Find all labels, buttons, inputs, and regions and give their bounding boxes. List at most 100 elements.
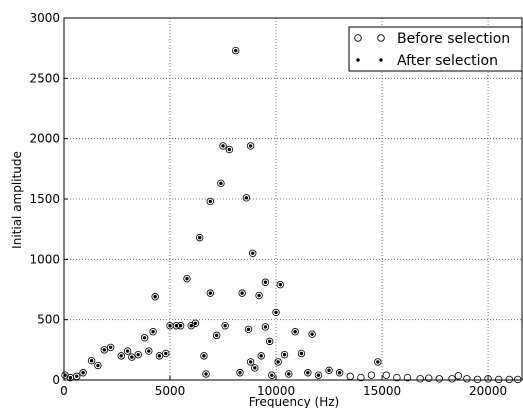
point-before-selection (357, 373, 365, 382)
point-after-selection (274, 310, 278, 315)
point-after-selection (223, 324, 227, 328)
point-after-selection (130, 355, 134, 359)
point-before-selection (183, 274, 191, 283)
point-before-selection (202, 370, 210, 378)
point-after-selection (278, 282, 282, 287)
point-after-selection (214, 333, 219, 338)
point-before-selection (308, 330, 316, 338)
axis-ticks: 0 5000 10000 15000 20000 0 500 1000 1500 2000 2500… (29, 11, 507, 398)
point-after-selection (310, 332, 314, 336)
point-before-selection (416, 375, 424, 383)
point-before-selection (196, 233, 204, 242)
point-before-selection (335, 369, 344, 377)
point-before-selection (221, 322, 229, 330)
point-after-selection (282, 352, 287, 357)
y-tick-label: 1000 (29, 252, 60, 266)
point-before-selection (106, 343, 115, 352)
point-before-selection (145, 347, 153, 355)
point-after-selection (376, 360, 380, 364)
point-before-selection (505, 375, 513, 384)
point-before-selection (393, 373, 401, 382)
point-after-selection (157, 354, 162, 358)
point-after-selection (147, 349, 151, 353)
point-before-selection (244, 325, 253, 334)
point-before-selection (246, 142, 255, 150)
point-after-selection (178, 324, 183, 328)
point-after-selection (153, 295, 157, 299)
point-before-selection (117, 352, 125, 360)
x-axis-title: Frequency (Hz) (249, 395, 340, 408)
point-before-selection (463, 375, 471, 383)
point-before-selection (374, 358, 382, 366)
point-before-selection (94, 361, 102, 370)
point-before-selection (217, 179, 225, 188)
point-after-selection (119, 354, 123, 358)
point-before-selection (272, 308, 280, 317)
point-before-selection (236, 369, 244, 377)
point-after-selection (68, 375, 73, 380)
point-before-selection (265, 337, 274, 346)
point-before-selection (425, 374, 433, 382)
point-after-selection (96, 363, 100, 368)
point-before-selection (225, 145, 234, 154)
point-before-selection (325, 366, 333, 375)
legend-marker-before-2 (377, 34, 385, 42)
legend-marker-before-1 (354, 34, 362, 42)
y-axis-title: Initial amplitude (10, 151, 24, 249)
point-before-selection (123, 347, 132, 355)
x-tick-label: 0 (60, 384, 68, 398)
point-after-selection (193, 321, 198, 325)
point-after-selection (204, 372, 208, 376)
point-before-selection (454, 372, 463, 380)
point-before-selection (297, 349, 306, 358)
y-tick-label: 1500 (29, 192, 60, 206)
point-before-selection (484, 375, 492, 383)
point-before-selection (151, 293, 159, 301)
point-before-selection (191, 319, 200, 327)
point-after-selection (208, 199, 213, 204)
legend: Before selection After selection (348, 26, 523, 72)
x-tick-label: 15000 (363, 384, 401, 398)
series-after-selection (63, 48, 380, 380)
point-after-selection (337, 371, 342, 375)
point-before-selection (274, 358, 282, 366)
y-tick-label: 2000 (29, 132, 60, 146)
legend-box (348, 26, 523, 72)
point-before-selection (79, 369, 87, 377)
y-tick-label: 0 (52, 373, 60, 387)
point-before-selection (435, 375, 444, 383)
point-before-selection (473, 375, 482, 384)
point-before-selection (219, 142, 227, 150)
point-before-selection (232, 46, 240, 55)
point-after-selection (299, 351, 304, 356)
point-before-selection (367, 371, 376, 379)
point-before-selection (257, 352, 265, 360)
x-tick-label: 10000 (257, 384, 295, 398)
point-before-selection (140, 334, 149, 342)
point-after-selection (108, 345, 113, 350)
point-after-selection (327, 368, 331, 373)
point-before-selection (251, 364, 259, 372)
point-before-selection (187, 322, 195, 330)
x-tick-label: 5000 (155, 384, 186, 398)
point-after-selection (185, 276, 189, 281)
point-before-selection (155, 352, 164, 360)
point-before-selection (280, 350, 289, 359)
point-after-selection (240, 291, 244, 295)
point-before-selection (200, 352, 208, 360)
series-before-selection (61, 46, 522, 384)
point-before-selection (261, 278, 270, 286)
legend-marker-after-1 (356, 58, 360, 62)
point-after-selection (221, 144, 225, 148)
point-before-selection (382, 371, 390, 379)
point-after-selection (248, 144, 253, 148)
point-after-selection (102, 348, 106, 352)
point-after-selection (248, 360, 253, 364)
point-before-selection (134, 350, 142, 359)
point-after-selection (208, 291, 213, 295)
point-after-selection (267, 339, 272, 344)
x-tick-label: 20000 (469, 384, 507, 398)
point-after-selection (244, 196, 249, 200)
legend-label-after: After selection (397, 53, 498, 69)
point-before-selection (268, 371, 276, 379)
